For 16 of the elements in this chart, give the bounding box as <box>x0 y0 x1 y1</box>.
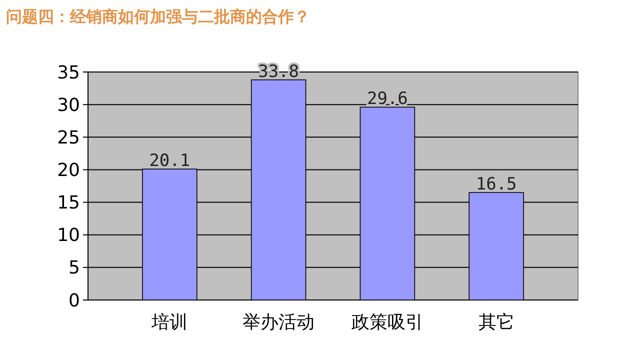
data-label: 29.6 <box>366 89 408 110</box>
x-tick-label: 其它 <box>478 312 514 333</box>
y-tick-label: 25 <box>57 127 80 148</box>
x-tick-label: 举办活动 <box>242 312 315 333</box>
y-tick-label: 0 <box>68 290 80 312</box>
y-tick-label: 15 <box>57 192 80 214</box>
y-tick-label: 35 <box>57 62 80 84</box>
y-tick-label: 10 <box>57 225 80 246</box>
x-tick-label: 培训 <box>150 312 188 333</box>
chart-title: 问题四：经销商如何加强与二批商的合作？ <box>6 7 310 26</box>
x-tick-label: 政策吸引 <box>351 312 424 333</box>
data-label: 16.5 <box>476 174 517 195</box>
y-tick-label: 30 <box>57 94 80 116</box>
y-tick-label: 20 <box>57 160 80 182</box>
y-tick-label: 5 <box>68 258 80 279</box>
data-label: 20.1 <box>149 151 190 172</box>
